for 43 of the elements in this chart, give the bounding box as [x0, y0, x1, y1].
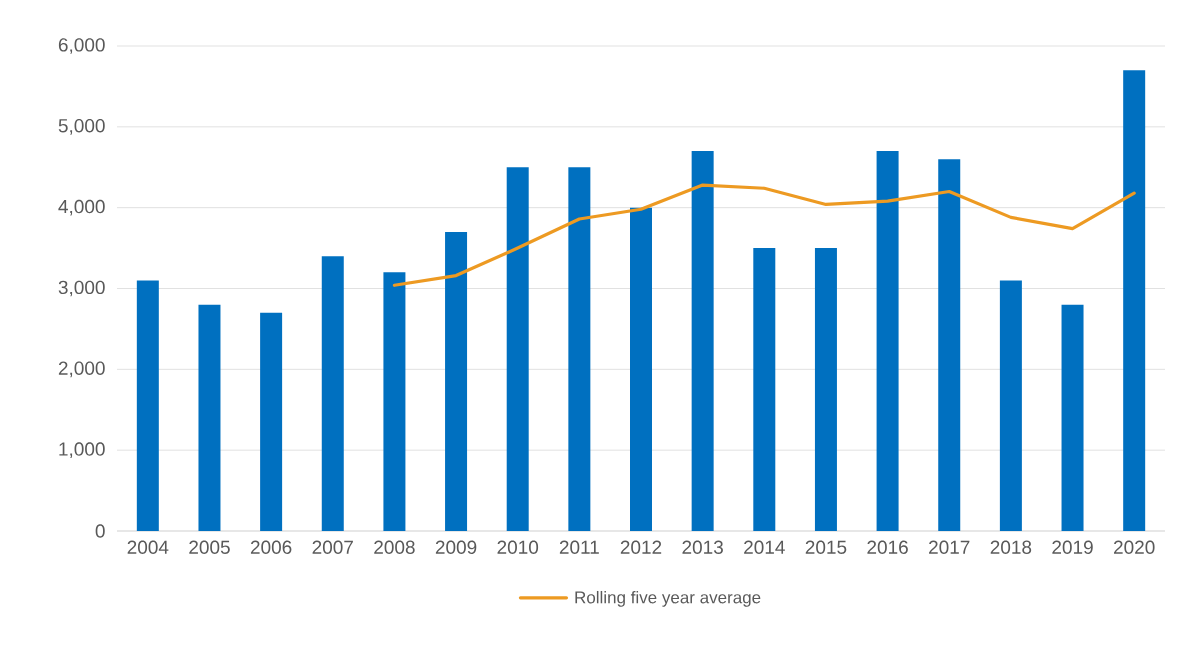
bar: [753, 248, 776, 531]
bar: [938, 159, 961, 531]
y-tick-label: 4,000: [58, 199, 105, 216]
x-tick-label: 2005: [189, 540, 230, 554]
y-tick-label: 6,000: [58, 38, 105, 54]
x-tick-label: 2018: [990, 540, 1032, 554]
bar: [445, 231, 468, 531]
bar: [198, 304, 221, 531]
x-tick-label: 2014: [744, 540, 785, 554]
bar: [136, 280, 159, 531]
bar: [568, 167, 591, 531]
y-tick-label: 1,000: [59, 442, 105, 459]
x-tick-label: 2006: [250, 540, 292, 554]
bar: [506, 167, 529, 531]
bar: [630, 207, 652, 531]
bar: [383, 272, 406, 531]
line-series: [392, 183, 1136, 287]
y-tick-label: 3,000: [58, 280, 105, 297]
bar: [691, 151, 714, 531]
x-tick-label: 2019: [1052, 540, 1093, 554]
x-tick-label: 2012: [620, 540, 662, 554]
y-tick-label: 5,000: [58, 118, 105, 135]
x-tick-label: 2020: [1114, 540, 1155, 554]
bar: [321, 256, 344, 531]
x-tick-label: 2015: [805, 540, 847, 554]
x-tick-label: 2013: [682, 540, 723, 554]
x-tick-label: 2007: [312, 540, 353, 554]
bar: [260, 312, 283, 531]
x-tick-label: 2017: [929, 540, 970, 554]
bar: [999, 280, 1022, 531]
x-tick-label: 2004: [127, 540, 169, 554]
bar: [876, 151, 899, 531]
x-tick-label: 2008: [374, 540, 415, 554]
x-tick-label: 2009: [435, 540, 477, 554]
bar: [814, 248, 837, 531]
bar: [1061, 304, 1084, 531]
legend-label: Rolling five year average: [575, 590, 761, 607]
y-tick-label: 0: [95, 524, 105, 538]
bar: [1123, 70, 1146, 531]
x-tick-label: 2016: [867, 540, 908, 554]
x-tick-label: 2011: [559, 540, 599, 554]
x-tick-label: 2010: [497, 540, 539, 554]
y-tick-label: 2,000: [58, 361, 105, 378]
